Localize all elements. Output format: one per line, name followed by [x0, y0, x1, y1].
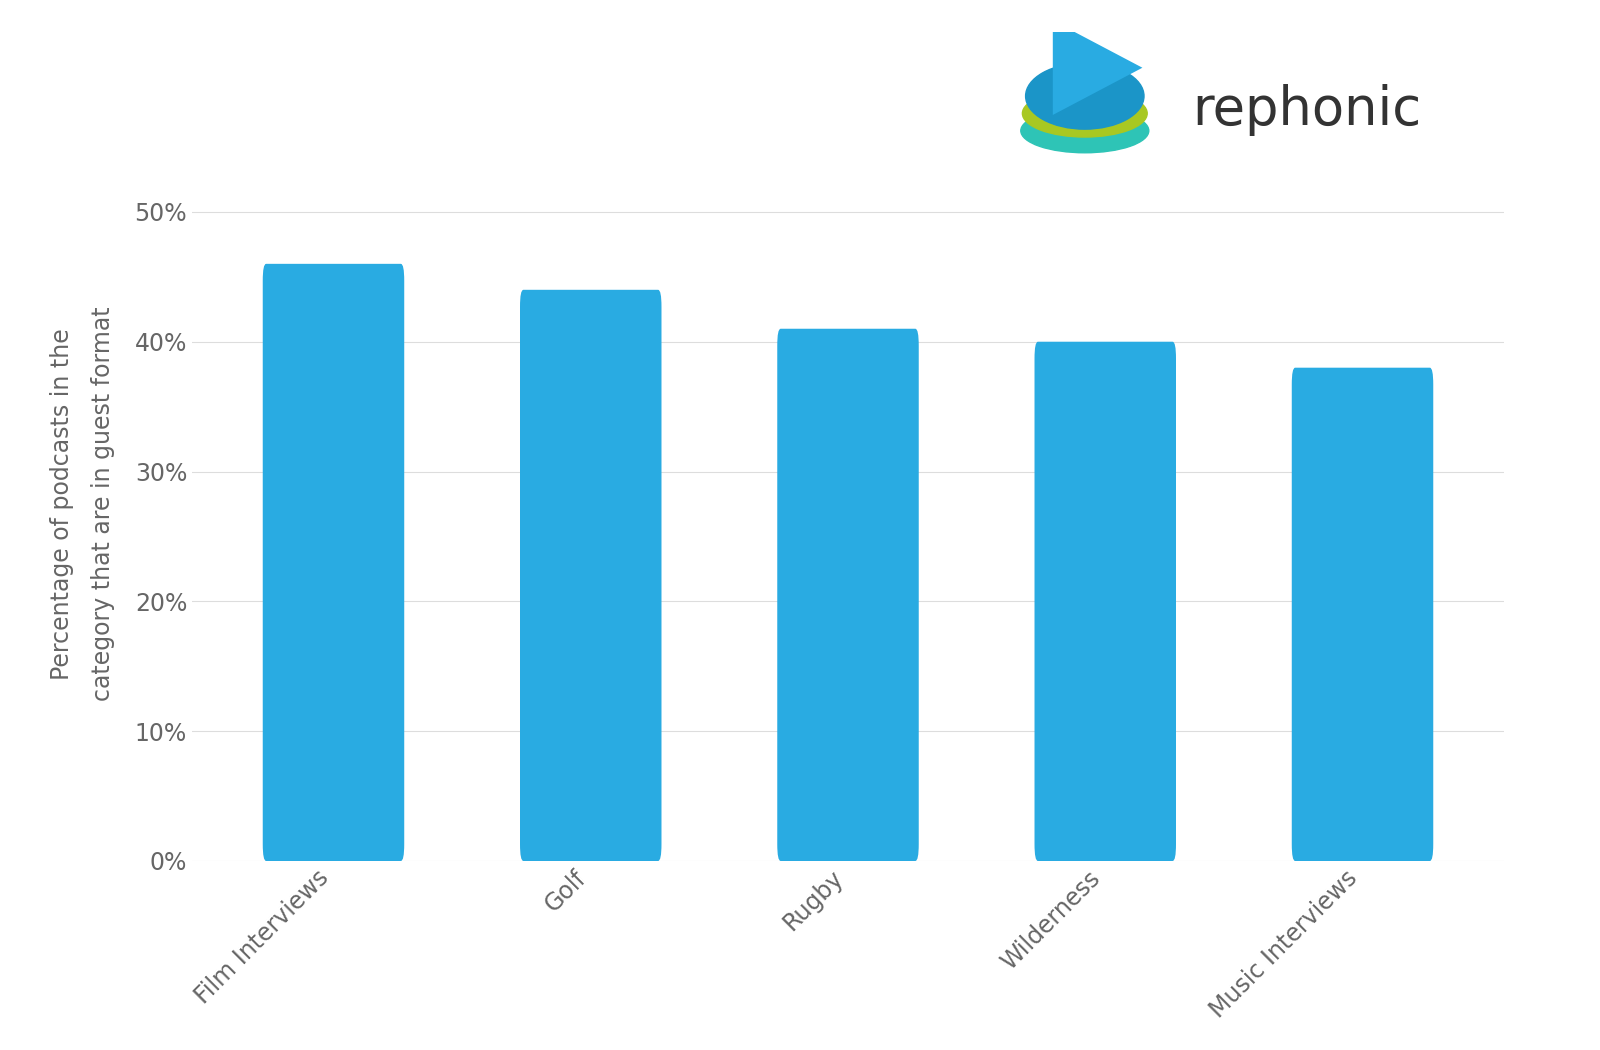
FancyBboxPatch shape	[1035, 341, 1176, 861]
FancyBboxPatch shape	[1291, 368, 1434, 861]
FancyBboxPatch shape	[520, 290, 661, 861]
Text: rephonic: rephonic	[1192, 84, 1421, 136]
FancyBboxPatch shape	[778, 329, 918, 861]
Ellipse shape	[1021, 109, 1149, 152]
Ellipse shape	[1022, 90, 1147, 138]
Polygon shape	[1053, 20, 1142, 116]
FancyBboxPatch shape	[262, 264, 405, 861]
Y-axis label: Percentage of podcasts in the
category that are in guest format: Percentage of podcasts in the category t…	[50, 307, 115, 701]
Ellipse shape	[1026, 63, 1144, 129]
